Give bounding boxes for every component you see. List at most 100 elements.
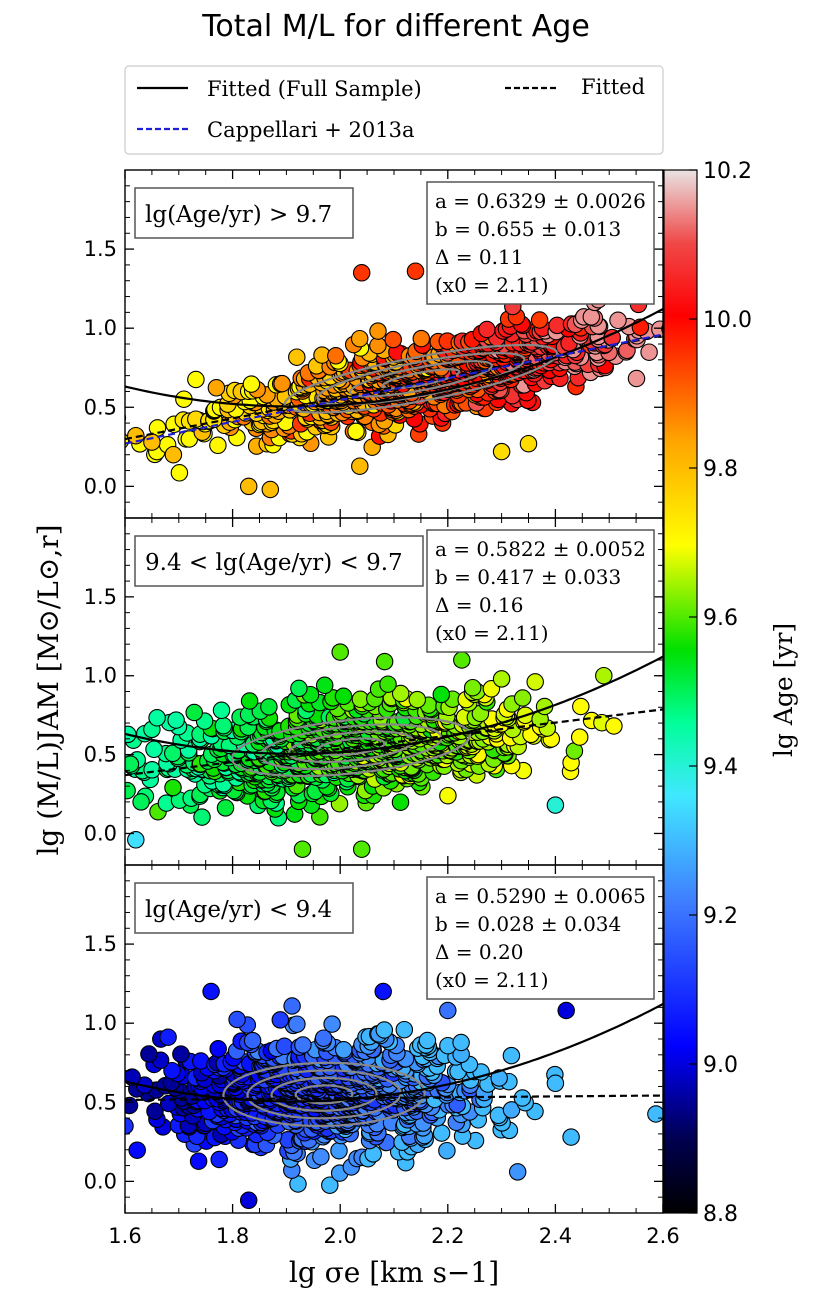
scatter-point <box>374 982 392 1001</box>
scatter-point <box>546 796 565 814</box>
scatter-point <box>127 831 145 849</box>
scatter-point <box>321 1176 339 1194</box>
scatter-point <box>379 675 397 693</box>
colorbar-ticks: 8.8 9.0 9.2 9.4 9.6 9.8 10.0 10.2 <box>689 159 752 1227</box>
scatter-point <box>439 786 457 805</box>
y-tick-label: 1.0 <box>84 316 117 340</box>
density-contour <box>381 368 461 390</box>
stats-box <box>426 529 655 653</box>
stats-line: a = 0.6329 ± 0.0026 <box>435 189 646 213</box>
colorbar-tick-label: 9.8 <box>703 457 738 482</box>
scatter-point <box>369 322 387 340</box>
colorbar-tick-label: 9.2 <box>703 904 738 929</box>
scatter-point <box>330 1141 348 1160</box>
stats-line: b = 0.655 ± 0.013 <box>435 217 621 241</box>
y-tick-label: 1.0 <box>84 1011 117 1035</box>
scatter-point <box>384 330 402 349</box>
y-tick-label: 1.0 <box>84 664 117 688</box>
panel-label: 9.4 < lg(Age/yr) < 9.7 <box>145 550 403 576</box>
colorbar: 8.8 9.0 9.2 9.4 9.6 9.8 10.0 10.2 lg Age [yr] <box>663 159 798 1227</box>
x-tick-label: 1.8 <box>216 1224 249 1248</box>
scatter-point <box>290 679 308 698</box>
scatter-point <box>519 434 538 453</box>
scatter-point <box>275 1037 294 1056</box>
stats-line: b = 0.028 ± 0.034 <box>435 912 621 936</box>
scatter-point <box>240 692 259 710</box>
scatter-point <box>492 670 511 688</box>
scatter-point <box>562 1128 580 1146</box>
stats-line: a = 0.5822 ± 0.0052 <box>435 537 646 561</box>
scatter-point <box>189 1152 208 1170</box>
scatter-point <box>66 738 82 754</box>
scatter-point <box>408 690 427 709</box>
scatter-point <box>609 311 627 330</box>
scatter-point <box>145 740 163 759</box>
scatter-point <box>432 685 451 704</box>
scatter-point <box>271 1011 290 1029</box>
scatter-point <box>125 1068 141 1086</box>
scatter-point <box>293 840 312 858</box>
scatter-point <box>125 793 126 798</box>
colorbar-tick-label: 10.0 <box>703 308 752 333</box>
scatter-point <box>239 477 258 496</box>
density-contour <box>222 1061 426 1127</box>
scatter-point <box>314 1029 333 1047</box>
y-tick-label: 0.0 <box>84 821 117 845</box>
scatter-point <box>347 422 365 441</box>
stats-line: (x0 = 2.11) <box>435 968 549 992</box>
scatter-point <box>508 1163 527 1181</box>
density-contour <box>348 360 493 398</box>
fit-full-sample-line <box>125 1003 663 1103</box>
scatter-point <box>548 316 566 335</box>
scatter-point <box>570 728 589 746</box>
stats-box <box>426 181 655 305</box>
scatter-point <box>210 1150 228 1169</box>
x-axis-ticks: 1.6 1.8 2.0 2.2 2.4 2.6 <box>108 1224 679 1248</box>
scatter-point <box>148 709 166 727</box>
scatter-point <box>288 1015 306 1033</box>
colorbar-tick-label: 9.6 <box>703 606 738 631</box>
scatter-point <box>526 673 544 691</box>
panel-label-box <box>134 882 354 934</box>
scatter-point <box>288 348 306 366</box>
scatter-point <box>283 997 301 1015</box>
scatter-point <box>260 698 278 716</box>
density-contour <box>270 1076 378 1112</box>
scatter-point <box>762 311 778 327</box>
scatter-point <box>95 1113 111 1129</box>
panel-1: 0.0 0.5 1.0 1.5 lg(Age/yr) > 9.7 a = 0.6329 ±… <box>12 169 778 519</box>
scatter-point <box>12 444 28 460</box>
scatter-point <box>261 480 280 499</box>
density-contour <box>230 716 472 778</box>
y-tick-label: 1.5 <box>84 585 117 609</box>
density-contour <box>316 737 386 757</box>
scatter-point <box>546 1074 565 1093</box>
scatter-point <box>375 1021 394 1039</box>
scatter-point <box>273 374 291 393</box>
scatter-point <box>595 666 613 685</box>
x-tick-label: 1.6 <box>108 1224 141 1248</box>
scatter-point <box>513 689 532 707</box>
scatter-point <box>453 651 471 669</box>
stats-line: Δ = 0.20 <box>435 940 523 964</box>
scatter-point <box>572 697 590 716</box>
panel-2-plot-area <box>66 643 663 858</box>
stats-line: (x0 = 2.11) <box>435 621 549 645</box>
scatter-point <box>140 1045 158 1063</box>
panel-2: 0.0 0.5 1.0 1.5 9.4 < lg(Age/yr) < 9.7 a = 0.… <box>66 517 664 866</box>
x-axis-label: lg σe [km s−1] <box>289 1256 499 1289</box>
scatter-point <box>627 369 646 388</box>
x-tick-label: 2.4 <box>539 1224 572 1248</box>
scatter-point <box>243 1031 262 1050</box>
chart-title: Total M/L for different Age <box>201 9 590 44</box>
stats-line: Δ = 0.16 <box>435 593 523 617</box>
panel-label: lg(Age/yr) < 9.4 <box>145 897 332 923</box>
panel-label-box <box>134 187 354 239</box>
legend-label-cappellari: Cappellari + 2013a <box>207 118 415 142</box>
scatter-point <box>478 320 496 339</box>
colorbar-label: lg Age [yr] <box>769 623 798 757</box>
density-contour <box>294 1084 354 1105</box>
x-tick-label: 2.0 <box>323 1224 356 1248</box>
scatter-point <box>502 1046 521 1065</box>
scatter-point <box>323 1015 341 1033</box>
